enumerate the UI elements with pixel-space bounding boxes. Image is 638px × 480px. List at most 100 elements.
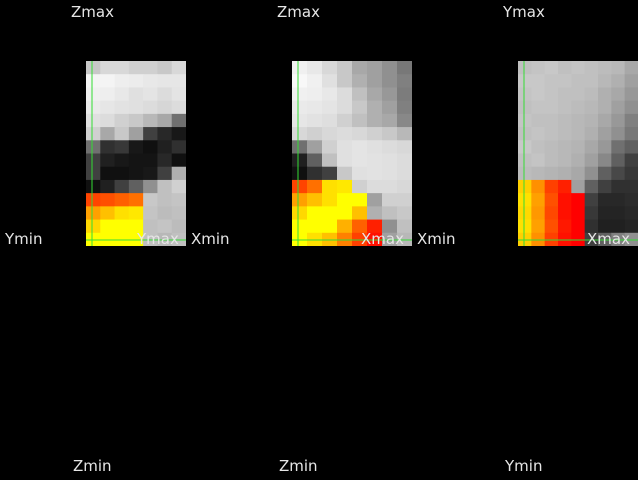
voxel xyxy=(584,127,599,141)
voxel xyxy=(397,140,412,154)
voxel xyxy=(292,100,308,115)
voxel xyxy=(367,166,383,181)
voxel xyxy=(624,140,638,154)
panel3-slice-view[interactable] xyxy=(518,61,638,246)
voxel xyxy=(531,140,546,154)
panel2-bottom-label: Zmin xyxy=(279,457,318,475)
voxel xyxy=(531,127,546,141)
panel1-slice-image[interactable] xyxy=(86,61,186,246)
voxel xyxy=(171,206,186,221)
voxel xyxy=(292,61,308,75)
voxel xyxy=(624,74,638,88)
voxel xyxy=(382,100,398,115)
voxel xyxy=(531,206,546,221)
voxel xyxy=(143,219,158,234)
voxel xyxy=(143,193,158,207)
voxel xyxy=(157,193,173,207)
voxel xyxy=(558,74,572,88)
voxel xyxy=(86,61,101,75)
voxel xyxy=(171,87,186,102)
voxel xyxy=(157,127,173,141)
voxel xyxy=(100,206,116,221)
voxel xyxy=(337,61,353,75)
voxel xyxy=(292,153,308,168)
voxel xyxy=(558,100,572,115)
voxel xyxy=(143,61,158,75)
voxel xyxy=(322,179,338,194)
voxel xyxy=(171,61,186,75)
voxel xyxy=(292,113,308,128)
voxel xyxy=(292,179,308,194)
voxel xyxy=(531,100,546,115)
voxel xyxy=(307,127,323,141)
voxel xyxy=(558,153,572,168)
voxel xyxy=(337,219,353,234)
panel1-top-label: Zmax xyxy=(71,3,114,21)
voxel xyxy=(571,87,586,102)
voxel xyxy=(307,166,323,181)
voxel xyxy=(598,166,612,181)
voxel xyxy=(114,166,130,181)
voxel xyxy=(86,219,101,234)
voxel xyxy=(86,206,101,221)
voxel xyxy=(100,61,116,75)
voxel xyxy=(367,206,383,221)
voxel xyxy=(114,87,130,102)
voxel xyxy=(558,113,572,128)
voxel xyxy=(86,179,101,194)
panel1-slice-view[interactable] xyxy=(86,61,186,246)
voxel xyxy=(611,232,626,246)
panel2-slice-image[interactable] xyxy=(292,61,412,246)
voxel xyxy=(598,232,612,246)
voxel xyxy=(397,61,412,75)
voxel xyxy=(382,166,398,181)
voxel xyxy=(531,166,546,181)
voxel xyxy=(367,193,383,207)
voxel xyxy=(100,113,116,128)
voxel xyxy=(584,113,599,128)
voxel xyxy=(86,127,101,141)
voxel xyxy=(143,113,158,128)
voxel xyxy=(352,179,368,194)
voxel xyxy=(292,166,308,181)
voxel xyxy=(322,61,338,75)
voxel xyxy=(86,113,101,128)
voxel xyxy=(352,100,368,115)
voxel xyxy=(367,232,383,246)
voxel xyxy=(114,219,130,234)
voxel xyxy=(611,206,626,221)
panel2-slice-view[interactable] xyxy=(292,61,412,246)
voxel xyxy=(584,219,599,234)
voxel xyxy=(143,74,158,88)
voxel xyxy=(128,61,144,75)
voxel xyxy=(367,153,383,168)
voxel xyxy=(584,166,599,181)
voxel xyxy=(367,87,383,102)
voxel xyxy=(367,219,383,234)
voxel xyxy=(322,87,338,102)
voxel xyxy=(157,87,173,102)
voxel xyxy=(558,61,572,75)
voxel xyxy=(128,232,144,246)
voxel xyxy=(624,153,638,168)
panel2-left-label: Xmin xyxy=(191,230,230,248)
voxel xyxy=(128,179,144,194)
voxel xyxy=(544,232,559,246)
voxel xyxy=(337,100,353,115)
panel3-slice-image[interactable] xyxy=(518,61,638,246)
voxel xyxy=(382,87,398,102)
voxel xyxy=(598,87,612,102)
voxel xyxy=(157,61,173,75)
voxel xyxy=(86,87,101,102)
voxel xyxy=(367,179,383,194)
voxel xyxy=(86,232,101,246)
voxel xyxy=(171,179,186,194)
voxel xyxy=(397,153,412,168)
voxel xyxy=(624,219,638,234)
voxel xyxy=(143,153,158,168)
voxel xyxy=(114,100,130,115)
voxel xyxy=(322,74,338,88)
voxel xyxy=(558,179,572,194)
voxel xyxy=(100,166,116,181)
voxel xyxy=(558,193,572,207)
